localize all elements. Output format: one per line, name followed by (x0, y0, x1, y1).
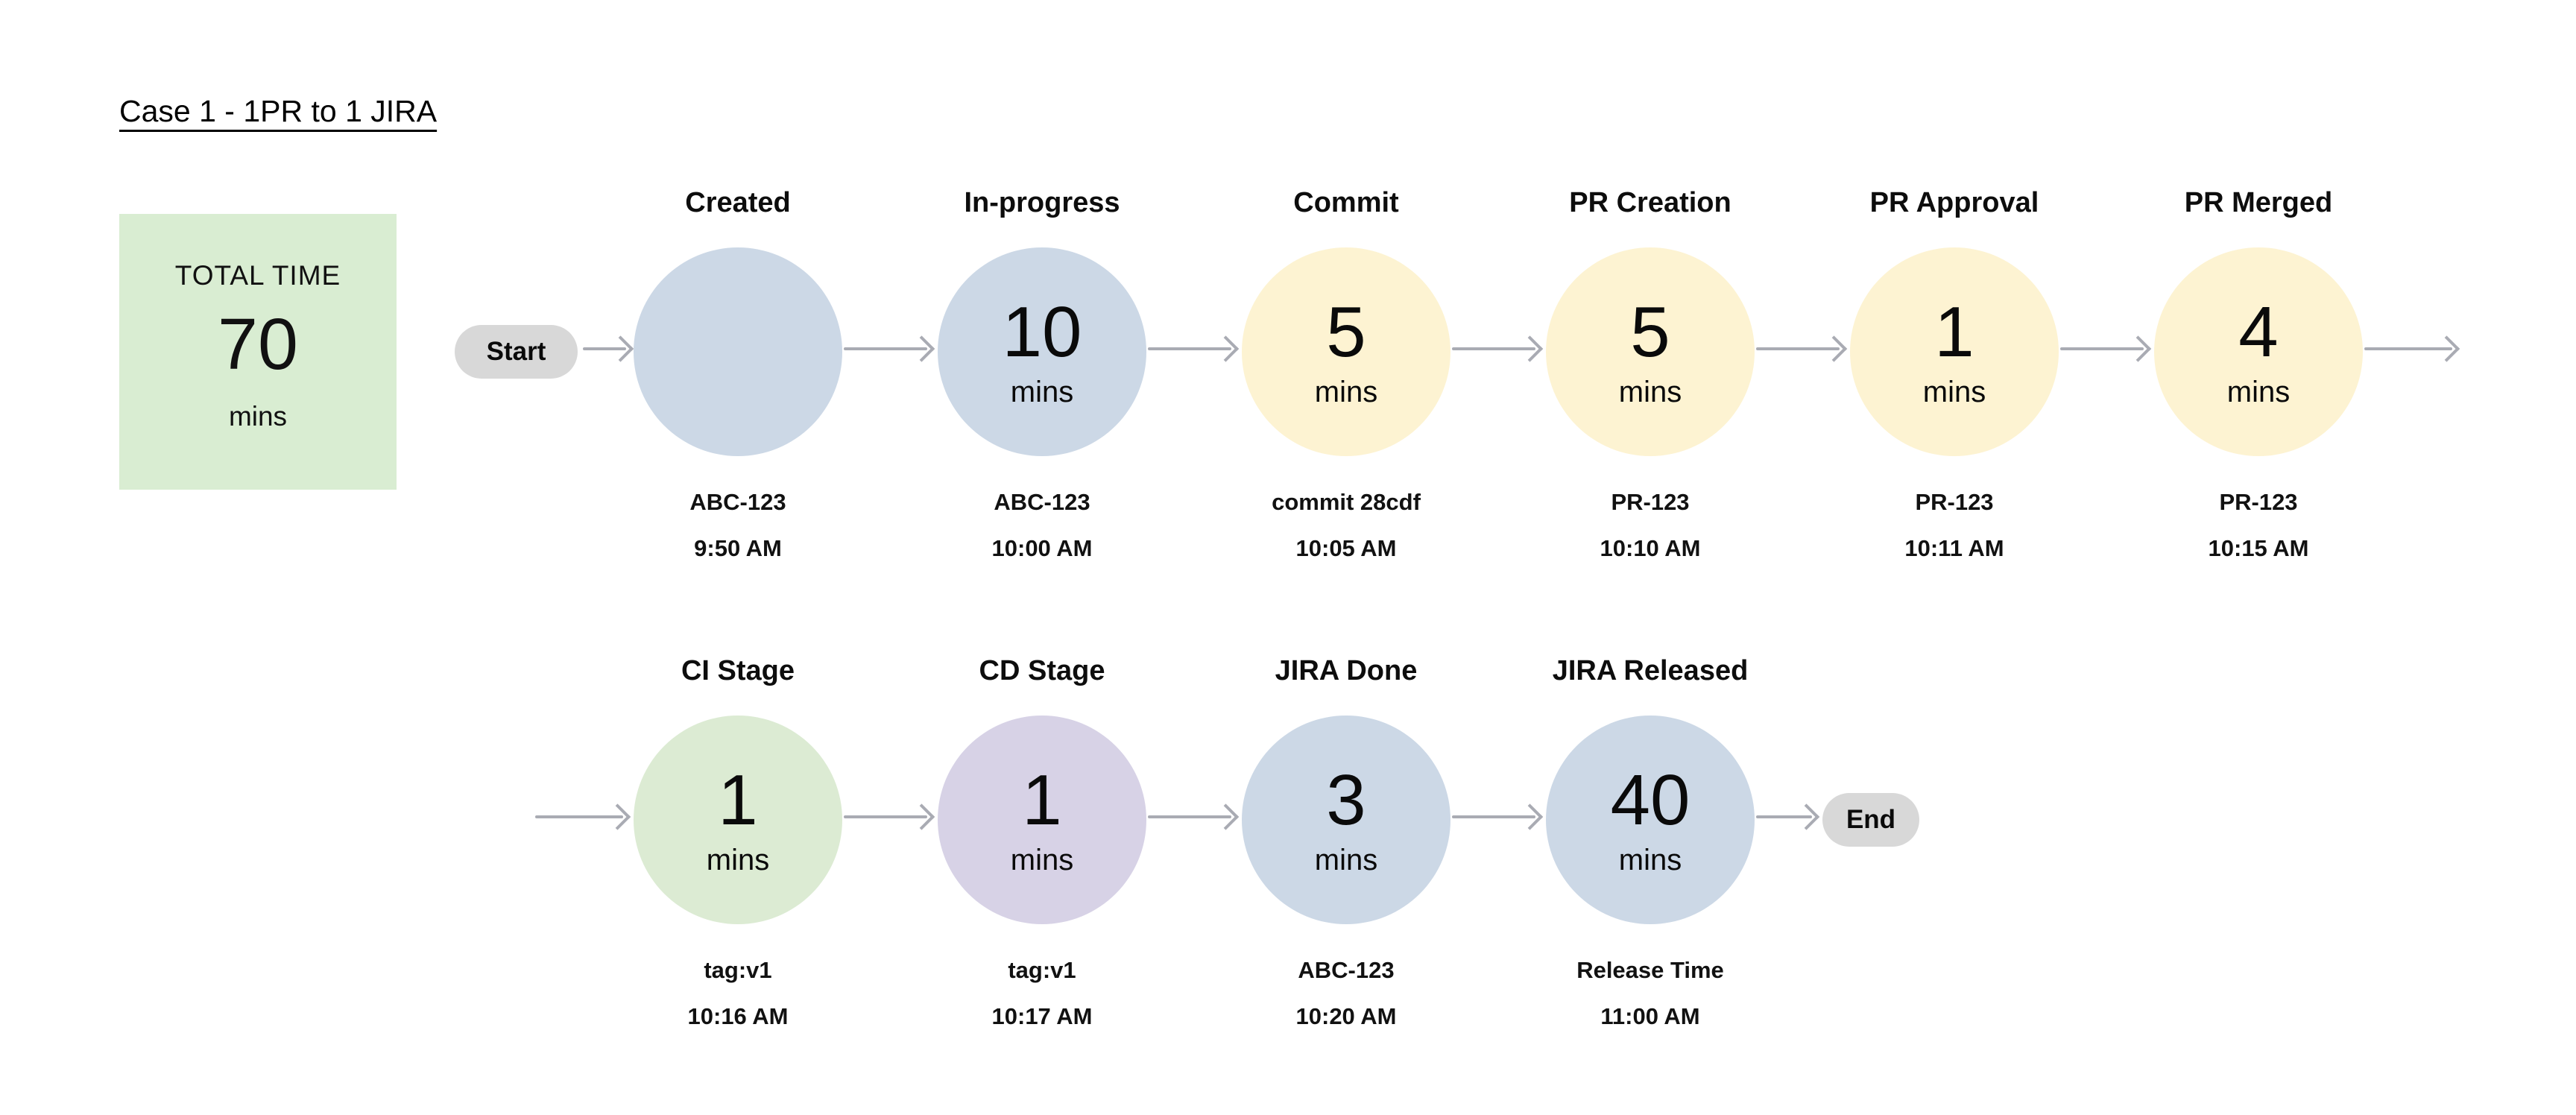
stage-ref: ABC-123 (689, 489, 786, 515)
start-pill: Start (455, 325, 578, 379)
stage-duration-unit: mins (1010, 844, 1074, 876)
stage-duration-unit: mins (1314, 376, 1378, 408)
stage-duration-value: 3 (1326, 760, 1366, 840)
arrow-prcreation-to-prapproval (1756, 347, 1840, 350)
stage-sublabels: Release Time 11:00 AM (1576, 957, 1724, 1030)
stage-title: PR Creation (1569, 187, 1731, 218)
arrow-prapproval-to-prmerged (2060, 347, 2144, 350)
stage-duration-unit: mins (706, 844, 770, 876)
page-title: Case 1 - 1PR to 1 JIRA (119, 94, 438, 128)
stage-ref: ABC-123 (994, 489, 1090, 515)
stage-time: 10:20 AM (1295, 1003, 1397, 1029)
arrow-cdstage-to-jiradone (1148, 815, 1231, 818)
stage-ref: commit 28cdf (1272, 489, 1421, 515)
stage-duration-value: 1 (1934, 292, 1974, 372)
stage-title: Created (685, 187, 791, 218)
stage-ref: PR-123 (2219, 489, 2298, 515)
stage-duration-unit: mins (1618, 376, 1682, 408)
stage-node-prmerged: PR Merged 4 mins PR-123 10:15 AM (2124, 186, 2393, 562)
stage-duration-unit: mins (2226, 376, 2291, 408)
stage-node-created: Created ABC-123 9:50 AM (604, 186, 872, 562)
stage-node-cdstage: CD Stage 1 mins tag:v1 10:17 AM (908, 654, 1176, 1030)
stage-node-cistage: CI Stage 1 mins tag:v1 10:16 AM (604, 654, 872, 1030)
stage-circle: 3 mins (1242, 716, 1450, 924)
arrow-start-to-created (583, 347, 626, 350)
stage-duration-unit: mins (1922, 376, 1986, 408)
stage-circle: 1 mins (938, 716, 1146, 924)
total-time-unit: mins (228, 401, 288, 432)
stage-ref: PR-123 (1611, 489, 1690, 515)
stage-title: In-progress (964, 187, 1120, 218)
stage-ref: ABC-123 (1298, 957, 1395, 983)
arrow-jiradone-to-jirareleased (1452, 815, 1535, 818)
stage-ref: Release Time (1576, 957, 1724, 983)
stage-sublabels: PR-123 10:11 AM (1904, 489, 2004, 562)
arrow-created-to-inprogress (844, 347, 927, 350)
stage-node-commit: Commit 5 mins commit 28cdf 10:05 AM (1212, 186, 1480, 562)
stage-duration-unit: mins (1314, 844, 1378, 876)
stage-circle: 5 mins (1242, 247, 1450, 456)
stage-title: Commit (1293, 187, 1399, 218)
arrow-prmerged-out (2364, 347, 2452, 350)
stage-ref: tag:v1 (704, 957, 772, 983)
stage-duration-unit: mins (1010, 376, 1074, 408)
stage-title: PR Approval (1869, 187, 2039, 218)
stage-duration-unit: mins (1618, 844, 1682, 876)
stage-ref: PR-123 (1915, 489, 1994, 515)
stage-duration-value: 1 (718, 760, 758, 840)
start-pill-label: Start (486, 337, 546, 366)
stage-title: CD Stage (979, 655, 1105, 686)
stage-time: 10:11 AM (1904, 535, 2004, 561)
stage-sublabels: PR-123 10:15 AM (2209, 489, 2309, 562)
arrow-in-to-cistage (535, 815, 623, 818)
total-time-label: TOTAL TIME (174, 260, 341, 291)
stage-ref: tag:v1 (1008, 957, 1076, 983)
stage-title: CI Stage (681, 655, 795, 686)
stage-sublabels: commit 28cdf 10:05 AM (1272, 489, 1421, 562)
stage-time: 10:05 AM (1295, 535, 1397, 561)
arrow-inprogress-to-commit (1148, 347, 1231, 350)
stage-duration-value: 5 (1630, 292, 1670, 372)
stage-time: 10:16 AM (687, 1003, 789, 1029)
stage-duration-value: 10 (1002, 292, 1082, 372)
total-time-box: TOTAL TIME 70 mins (119, 214, 397, 490)
arrow-cistage-to-cdstage (844, 815, 927, 818)
stage-time: 10:15 AM (2208, 535, 2309, 561)
stage-title: PR Merged (2184, 187, 2333, 218)
stage-circle (634, 247, 842, 456)
stage-time: 10:10 AM (1600, 535, 1701, 561)
stage-circle: 40 mins (1546, 716, 1755, 924)
stage-title: JIRA Done (1275, 655, 1418, 686)
stage-node-prcreation: PR Creation 5 mins PR-123 10:10 AM (1516, 186, 1784, 562)
stage-duration-value: 1 (1022, 760, 1062, 840)
stage-circle: 5 mins (1546, 247, 1755, 456)
stage-duration-value: 40 (1610, 760, 1690, 840)
end-pill-label: End (1846, 805, 1896, 834)
arrow-jirareleased-to-end (1756, 815, 1812, 818)
stage-sublabels: ABC-123 10:00 AM (992, 489, 1093, 562)
stage-sublabels: ABC-123 10:20 AM (1296, 957, 1397, 1030)
stage-node-prapproval: PR Approval 1 mins PR-123 10:11 AM (1820, 186, 2089, 562)
stage-title: JIRA Released (1552, 655, 1749, 686)
stage-circle: 4 mins (2154, 247, 2363, 456)
stage-node-inprogress: In-progress 10 mins ABC-123 10:00 AM (908, 186, 1176, 562)
stage-time: 11:00 AM (1600, 1003, 1700, 1029)
stage-circle: 10 mins (938, 247, 1146, 456)
stage-circle: 1 mins (634, 716, 842, 924)
stage-sublabels: ABC-123 9:50 AM (689, 489, 786, 562)
stage-circle: 1 mins (1850, 247, 2059, 456)
arrow-commit-to-prcreation (1452, 347, 1535, 350)
stage-time: 9:50 AM (694, 535, 782, 561)
stage-time: 10:17 AM (991, 1003, 1093, 1029)
end-pill: End (1822, 793, 1919, 847)
stage-sublabels: PR-123 10:10 AM (1600, 489, 1701, 562)
total-time-value: 70 (218, 303, 298, 385)
stage-duration-value: 4 (2238, 292, 2279, 372)
stage-node-jiradone: JIRA Done 3 mins ABC-123 10:20 AM (1212, 654, 1480, 1030)
stage-sublabels: tag:v1 10:17 AM (992, 957, 1093, 1030)
stage-duration-value: 5 (1326, 292, 1366, 372)
stage-time: 10:00 AM (991, 535, 1093, 561)
stage-node-jirareleased: JIRA Released 40 mins Release Time 11:00… (1516, 654, 1784, 1030)
stage-sublabels: tag:v1 10:16 AM (688, 957, 789, 1030)
